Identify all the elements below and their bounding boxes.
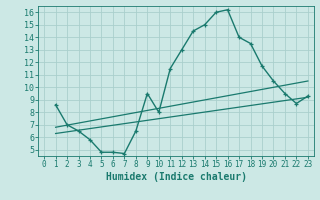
X-axis label: Humidex (Indice chaleur): Humidex (Indice chaleur)	[106, 172, 246, 182]
